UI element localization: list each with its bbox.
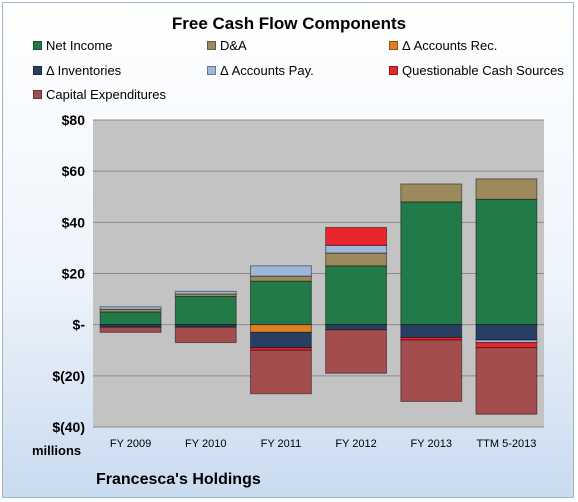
bar-segment: [174, 326, 237, 344]
chart-title: Free Cash Flow Components: [171, 14, 407, 33]
y-tick-label: $-: [73, 317, 86, 333]
bar-segment: [249, 280, 312, 326]
x-tick-label: FY 2013: [411, 438, 452, 450]
bar-segment: [400, 183, 463, 203]
y-tick-label: $(40): [52, 419, 85, 435]
y-tick-label: $40: [62, 214, 86, 230]
legend-item: Δ Accounts Rec.: [389, 38, 497, 53]
legend-swatch: [33, 41, 42, 50]
y-tick-label: $(20): [52, 368, 85, 384]
bar-segment: [249, 275, 312, 282]
bar-segment: [325, 324, 388, 331]
company-name: Francesca's Holdings: [96, 471, 261, 488]
legend-item: Δ Accounts Pay.: [207, 63, 314, 78]
bar-segment: [400, 201, 463, 326]
bar-segment: [99, 324, 162, 328]
legend-item: D&A: [207, 38, 247, 53]
x-tick-label: FY 2009: [110, 438, 151, 450]
legend-swatch: [389, 41, 398, 50]
bar-segment: [475, 198, 538, 326]
legend-label: Δ Accounts Rec.: [402, 38, 498, 53]
bar-segment: [249, 324, 312, 333]
legend-swatch: [389, 66, 398, 75]
bar-segment: [174, 293, 237, 298]
bar-segment: [249, 349, 312, 395]
x-tick-label: TTM 5-2013: [476, 438, 536, 450]
bar-segment: [325, 252, 388, 267]
bar-segment: [475, 324, 538, 341]
bar-segment: [325, 244, 388, 254]
legend-label: D&A: [220, 38, 247, 53]
legend-swatch: [207, 41, 216, 50]
bar-segment: [99, 311, 162, 326]
bar-segment: [174, 324, 237, 328]
legend-label: Net Income: [46, 38, 113, 53]
bar-segment: [400, 324, 463, 338]
legend-label: Δ Inventories: [46, 63, 122, 78]
y-tick-label: $20: [62, 266, 86, 282]
bar-segment: [249, 265, 312, 277]
legend-swatch: [207, 66, 216, 75]
bar-segment: [99, 308, 162, 313]
bar-segment: [325, 226, 388, 246]
legend-item: Net Income: [33, 38, 112, 53]
bar-segment: [249, 331, 312, 349]
bar-segment: [99, 326, 162, 333]
bar-segment: [475, 342, 538, 349]
bar-segment: [99, 306, 162, 310]
bar-segment: [174, 296, 237, 326]
bar-segment: [174, 290, 237, 295]
bar-segment: [475, 347, 538, 415]
legend-swatch: [33, 66, 42, 75]
legend-swatch: [33, 90, 42, 99]
bar-segment: [325, 329, 388, 374]
legend-item: Capital Expenditures: [33, 87, 166, 102]
y-axis-units: millions: [32, 443, 82, 458]
legend-item: Δ Inventories: [33, 63, 121, 78]
bar-segment: [400, 339, 463, 402]
bar-segment: [325, 265, 388, 326]
y-tick-label: $60: [62, 163, 86, 179]
legend-label: Δ Accounts Pay.: [220, 63, 314, 78]
x-tick-label: FY 2012: [335, 438, 376, 450]
y-tick-label: $80: [62, 112, 86, 128]
x-tick-label: FY 2010: [185, 438, 226, 450]
legend-item: Questionable Cash Sources: [389, 63, 564, 78]
x-tick-label: FY 2011: [261, 438, 302, 450]
legend-label: Capital Expenditures: [46, 87, 166, 102]
legend-label: Questionable Cash Sources: [402, 63, 564, 78]
bar-segment: [475, 339, 538, 344]
bar-segment: [475, 178, 538, 200]
